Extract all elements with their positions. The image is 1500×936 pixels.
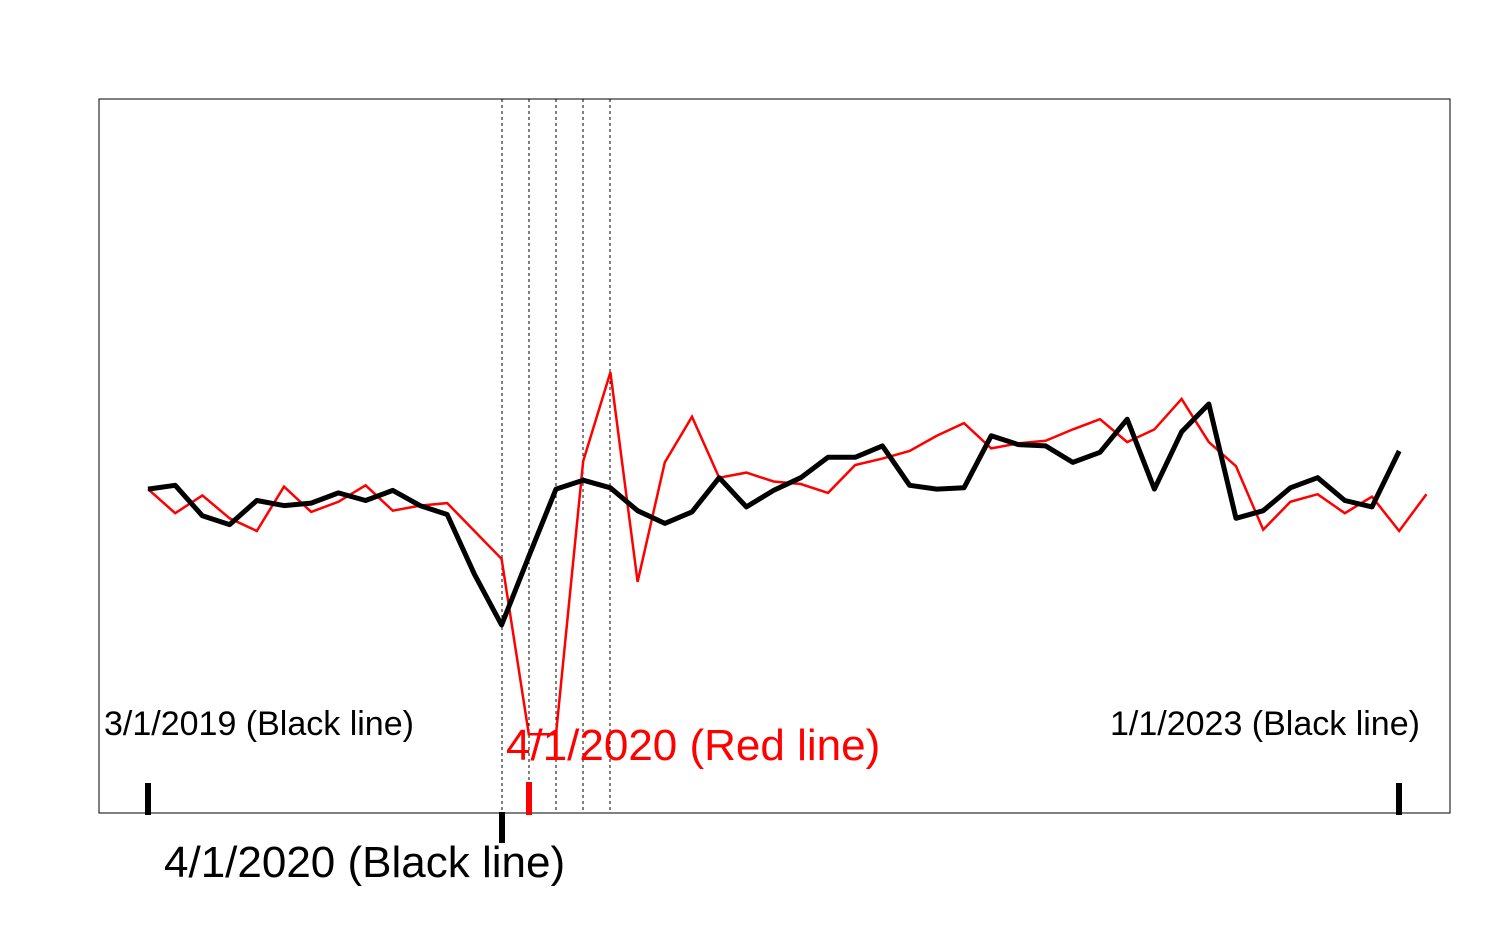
- plot-frame: [98, 98, 1451, 814]
- annotations: 3/1/2019 (Black line) 1/1/2023 (Black li…: [104, 705, 1420, 887]
- red-mid-label: 4/1/2020 (Red line): [506, 721, 880, 770]
- black-start-label: 3/1/2019 (Black line): [104, 705, 414, 743]
- red-series-line: [147, 371, 1428, 736]
- black-end-label: 1/1/2023 (Black line): [1110, 705, 1420, 743]
- tick-marks: [145, 782, 1402, 843]
- black-series-line: [147, 401, 1402, 628]
- black-mid-label: 4/1/2020 (Black line): [164, 838, 565, 887]
- series-lines: [147, 371, 1428, 736]
- vertical-reference-lines: [501, 99, 611, 813]
